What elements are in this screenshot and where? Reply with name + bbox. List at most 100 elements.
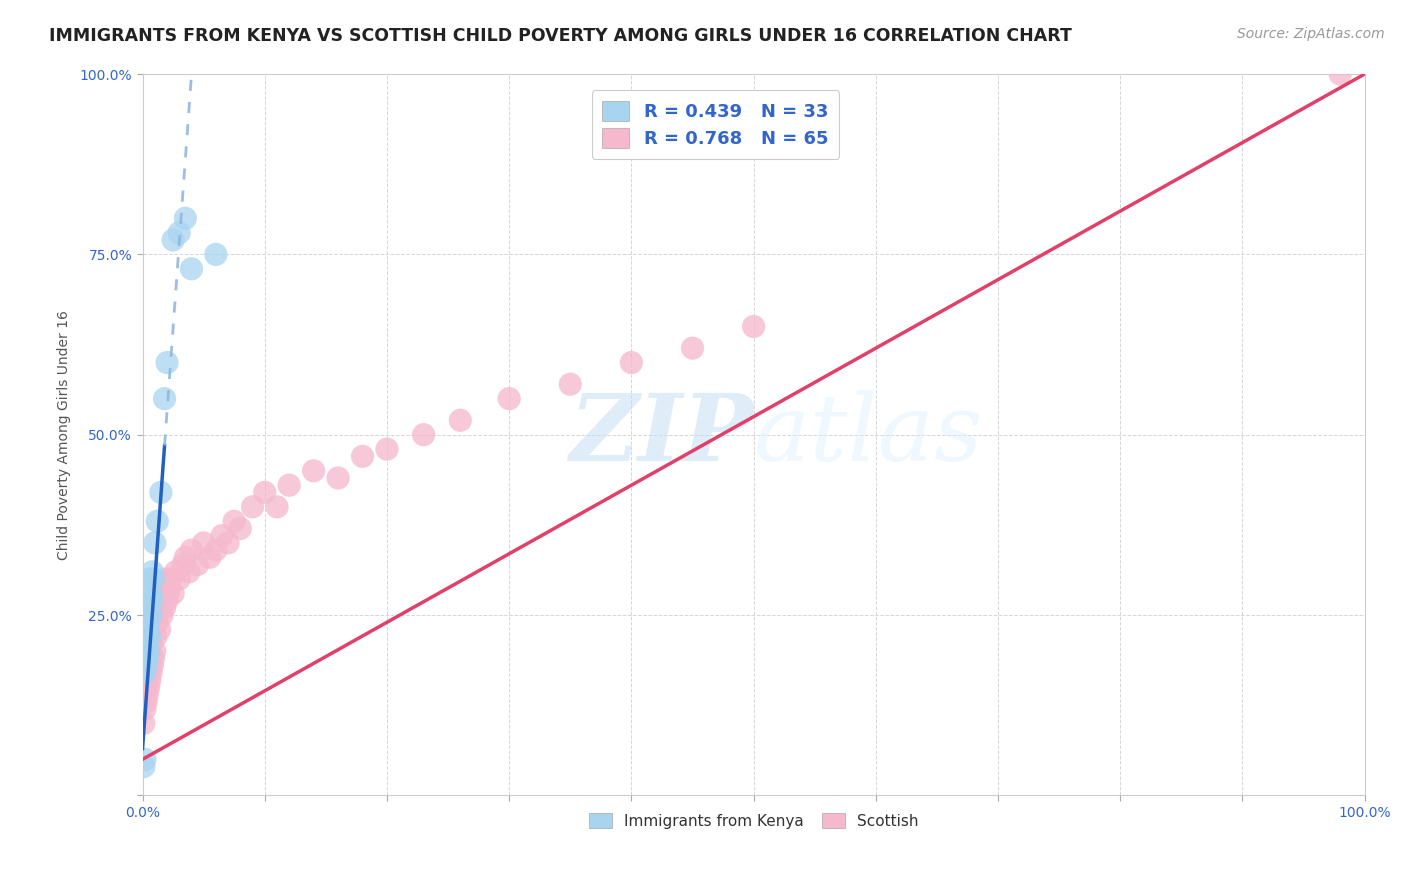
Point — [177, 565, 200, 579]
Point — [174, 211, 197, 226]
Point — [134, 702, 156, 716]
Point — [139, 637, 162, 651]
Point — [132, 716, 155, 731]
Point — [132, 651, 155, 665]
Point — [167, 226, 190, 240]
Text: ZIP: ZIP — [569, 390, 754, 480]
Point — [560, 377, 582, 392]
Point — [187, 558, 209, 572]
Point — [326, 471, 349, 485]
Point — [682, 341, 704, 355]
Point — [155, 572, 177, 586]
Point — [135, 695, 157, 709]
Point — [167, 572, 190, 586]
Point — [149, 623, 172, 637]
Text: atlas: atlas — [754, 390, 983, 480]
Point — [156, 355, 179, 369]
Point — [136, 651, 159, 665]
Point — [136, 644, 159, 658]
Point — [138, 630, 160, 644]
Point — [134, 752, 156, 766]
Point — [139, 586, 162, 600]
Point — [143, 536, 166, 550]
Point — [143, 644, 166, 658]
Point — [135, 630, 157, 644]
Point — [412, 427, 434, 442]
Point — [139, 673, 162, 687]
Point — [135, 658, 157, 673]
Point — [138, 644, 160, 658]
Point — [157, 586, 180, 600]
Point — [153, 392, 176, 406]
Legend: Immigrants from Kenya, Scottish: Immigrants from Kenya, Scottish — [582, 806, 925, 835]
Point — [742, 319, 765, 334]
Point — [135, 637, 157, 651]
Point — [229, 521, 252, 535]
Point — [224, 514, 246, 528]
Point — [138, 593, 160, 607]
Point — [449, 413, 471, 427]
Point — [139, 630, 162, 644]
Point — [146, 615, 169, 630]
Point — [159, 572, 181, 586]
Point — [149, 593, 172, 607]
Point — [205, 543, 228, 558]
Point — [146, 514, 169, 528]
Y-axis label: Child Poverty Among Girls Under 16: Child Poverty Among Girls Under 16 — [58, 310, 72, 559]
Point — [152, 586, 174, 600]
Point — [165, 565, 187, 579]
Point — [136, 665, 159, 680]
Point — [162, 586, 184, 600]
Point — [139, 608, 162, 623]
Point — [142, 615, 165, 630]
Point — [172, 558, 194, 572]
Point — [375, 442, 398, 457]
Point — [211, 529, 233, 543]
Point — [278, 478, 301, 492]
Point — [143, 608, 166, 623]
Point — [145, 630, 167, 644]
Point — [132, 759, 155, 773]
Point — [149, 485, 172, 500]
Point — [139, 572, 162, 586]
Point — [138, 615, 160, 630]
Point — [134, 665, 156, 680]
Point — [134, 680, 156, 694]
Point — [180, 543, 202, 558]
Point — [1329, 67, 1351, 81]
Point — [193, 536, 215, 550]
Point — [150, 608, 173, 623]
Point — [198, 550, 221, 565]
Point — [352, 450, 374, 464]
Point — [132, 637, 155, 651]
Point — [302, 464, 325, 478]
Point — [148, 600, 170, 615]
Point — [134, 630, 156, 644]
Point — [136, 600, 159, 615]
Point — [136, 623, 159, 637]
Point — [266, 500, 288, 514]
Point — [141, 658, 163, 673]
Point — [620, 355, 643, 369]
Point — [136, 687, 159, 701]
Point — [135, 623, 157, 637]
Point — [141, 593, 163, 607]
Point — [132, 644, 155, 658]
Text: Source: ZipAtlas.com: Source: ZipAtlas.com — [1237, 27, 1385, 41]
Point — [139, 644, 162, 658]
Point — [141, 565, 163, 579]
Point — [498, 392, 520, 406]
Point — [162, 233, 184, 247]
Point — [134, 644, 156, 658]
Text: IMMIGRANTS FROM KENYA VS SCOTTISH CHILD POVERTY AMONG GIRLS UNDER 16 CORRELATION: IMMIGRANTS FROM KENYA VS SCOTTISH CHILD … — [49, 27, 1073, 45]
Point — [139, 665, 162, 680]
Point — [134, 623, 156, 637]
Point — [174, 550, 197, 565]
Point — [205, 247, 228, 261]
Point — [135, 673, 157, 687]
Point — [142, 572, 165, 586]
Point — [159, 579, 181, 593]
Point — [156, 593, 179, 607]
Point — [253, 485, 276, 500]
Point — [135, 608, 157, 623]
